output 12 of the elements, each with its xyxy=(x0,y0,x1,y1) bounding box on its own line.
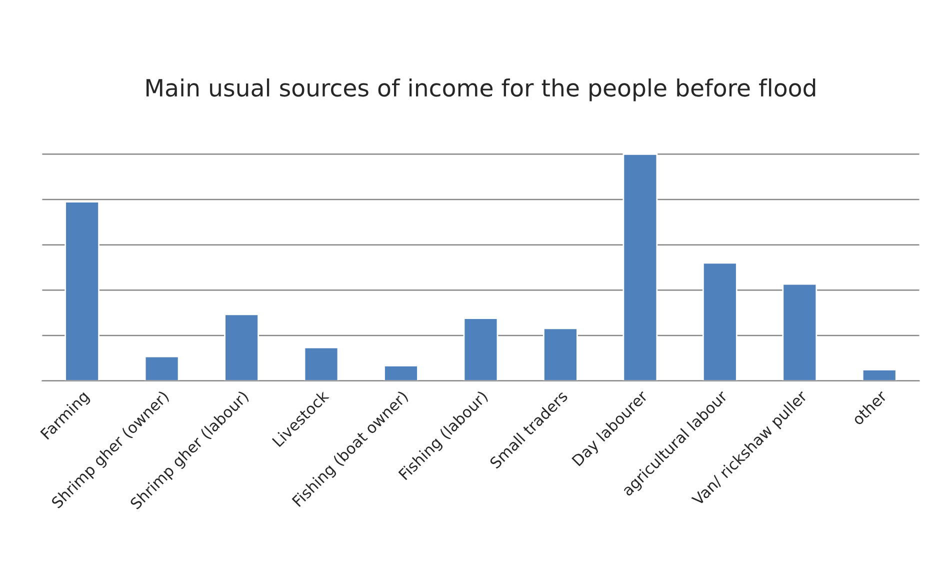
bar xyxy=(782,283,818,381)
bar xyxy=(144,356,180,381)
bar xyxy=(64,201,100,381)
bar xyxy=(224,314,259,381)
bar xyxy=(702,262,738,381)
bar xyxy=(463,318,498,381)
bar xyxy=(304,346,339,381)
chart-title: Main usual sources of income for the people before flood xyxy=(146,78,816,102)
bar xyxy=(384,364,418,381)
bar xyxy=(862,369,897,381)
bar xyxy=(622,153,658,381)
bar xyxy=(543,328,578,381)
